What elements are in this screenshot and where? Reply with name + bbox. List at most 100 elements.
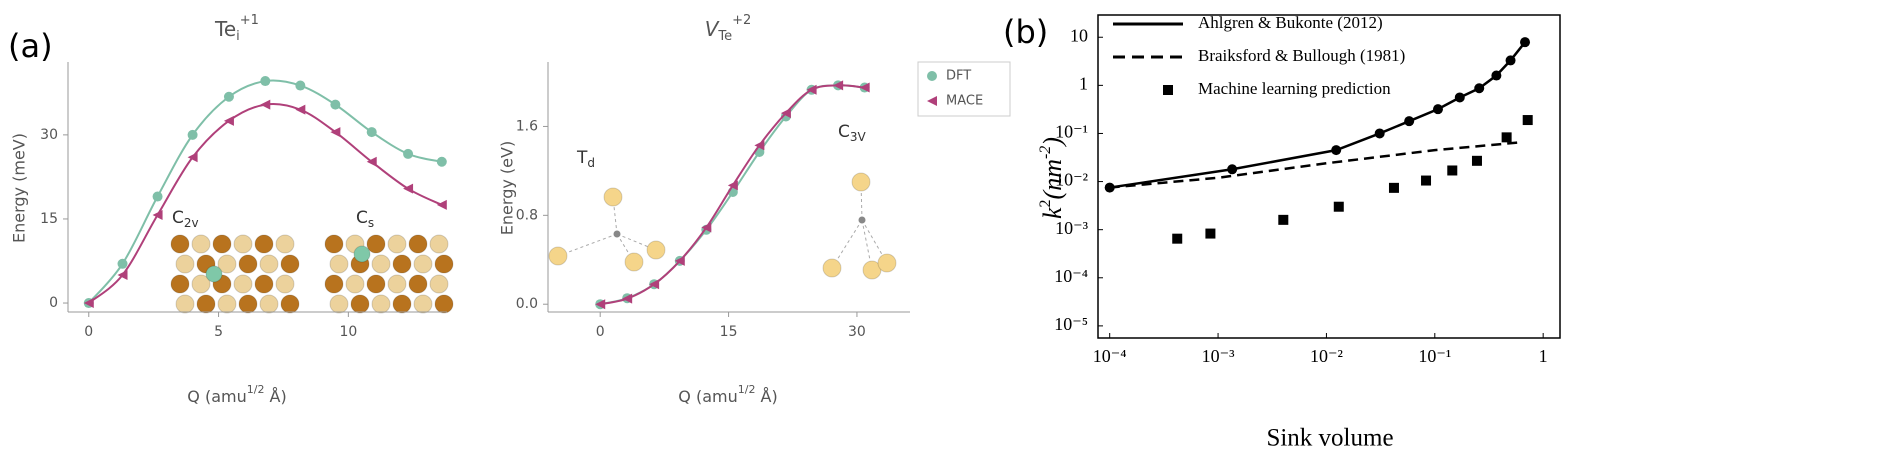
atom: [238, 254, 258, 274]
atom: [259, 254, 279, 274]
chart: 0 5 10 0 15 30: [40, 62, 447, 340]
atom: [624, 252, 644, 272]
point: [1331, 145, 1342, 156]
bond: [616, 233, 657, 251]
label-part: (nm: [1038, 159, 1067, 199]
vacancy: [613, 230, 621, 238]
series-line: [1109, 141, 1520, 189]
legend-label: Braiksford & Bullough (1981): [1198, 46, 1405, 65]
point: [727, 180, 738, 191]
x-tick-label: 5: [214, 324, 223, 340]
y-tick-label: 0: [49, 295, 58, 311]
label-part: Q (amu: [187, 387, 246, 406]
annotation: C3V: [838, 122, 867, 144]
point: [1404, 116, 1415, 127]
point: [187, 152, 198, 163]
legend-swatch: [927, 71, 937, 81]
legend-frame: [917, 61, 1011, 117]
atom: [548, 246, 568, 266]
atom: [366, 274, 386, 294]
chart-title: Tei+1: [214, 13, 259, 44]
point: [152, 210, 163, 221]
label-part: Å): [755, 387, 777, 406]
y-tick-label: 0.8: [516, 207, 538, 223]
point: [1278, 214, 1289, 225]
y-tick-label: 1: [1079, 73, 1088, 93]
point: [1172, 233, 1183, 244]
y-tick-label: 15: [40, 211, 58, 227]
legend-swatch: [927, 96, 937, 106]
atom: [408, 274, 428, 294]
point: [436, 156, 447, 167]
annotation-sub: d: [587, 156, 595, 170]
x-tick-label: 15: [720, 324, 738, 340]
point: [780, 108, 791, 119]
atom: [191, 234, 211, 254]
x-tick-label: 1: [1539, 346, 1548, 366]
atom: [371, 254, 391, 274]
point: [833, 80, 844, 91]
atom: [429, 234, 449, 254]
x-tick-label: 10⁻²: [1310, 346, 1343, 366]
y-tick-label: 1.6: [516, 118, 538, 134]
point: [1474, 83, 1485, 94]
point: [649, 279, 660, 290]
x-tick-label: 10: [339, 324, 357, 340]
point: [152, 191, 163, 202]
chart: 10⁻⁴ 10⁻³ 10⁻² 10⁻¹ 110110⁻¹10⁻²10⁻³10⁻⁴10⁻⁵…: [1054, 13, 1561, 366]
point: [754, 140, 765, 151]
y-tick-label: 10⁻¹: [1055, 122, 1088, 142]
atom: [329, 294, 349, 314]
atom: [413, 254, 433, 274]
y-axis-label: k2(nm-2): [1037, 137, 1067, 219]
atom: [603, 187, 623, 207]
x-tick-label: 10⁻³: [1202, 346, 1236, 366]
annotation-base: T: [576, 148, 588, 168]
atom: [371, 294, 391, 314]
point: [403, 148, 414, 159]
point: [295, 104, 306, 115]
x-axis-label: Q (amu1/2 Å): [187, 383, 286, 406]
chart-a2-texts: VTe+2 Q (amu1/2 Å) Energy (eV) Td C3V: [498, 13, 867, 406]
point: [1505, 55, 1516, 66]
y-axis-label: Energy (eV): [498, 141, 517, 235]
point: [1374, 128, 1385, 139]
annotation: Td: [576, 148, 595, 170]
atom: [175, 254, 195, 274]
atom: [329, 254, 349, 274]
atom: [353, 245, 371, 263]
point: [622, 293, 633, 304]
atom: [217, 294, 237, 314]
point: [1447, 165, 1458, 176]
atom: [413, 294, 433, 314]
point: [260, 99, 271, 110]
bond: [861, 219, 888, 264]
x-tick-label: 0: [596, 324, 605, 340]
chart: 0 15 30 0.0 0.8 1.6 DFT MACE: [516, 61, 1011, 340]
point: [295, 80, 306, 91]
point: [1205, 228, 1216, 239]
y-tick-label: 10⁻⁵: [1054, 314, 1088, 334]
chart-a1-texts: Tei+1 Q (amu1/2 Å) Energy (meV) C2v Cs: [10, 13, 375, 406]
point: [330, 99, 341, 110]
atom: [191, 274, 211, 294]
atom: [345, 274, 365, 294]
title-sup: +1: [240, 13, 259, 28]
point: [1388, 182, 1399, 193]
x-tick-label: 0: [84, 324, 93, 340]
title-sub: i: [236, 29, 240, 44]
title-base: Te: [214, 17, 236, 41]
atom: [350, 294, 370, 314]
point: [330, 127, 341, 138]
atom: [280, 294, 300, 314]
atom: [254, 274, 274, 294]
label-part: ): [1038, 137, 1067, 148]
atom: [429, 274, 449, 294]
atom: [275, 274, 295, 294]
series-line: [88, 102, 443, 304]
label-part: Å): [264, 387, 286, 406]
point: [595, 299, 606, 310]
annotation-sub: 2v: [184, 216, 199, 230]
point: [1432, 104, 1443, 115]
point: [260, 76, 271, 87]
